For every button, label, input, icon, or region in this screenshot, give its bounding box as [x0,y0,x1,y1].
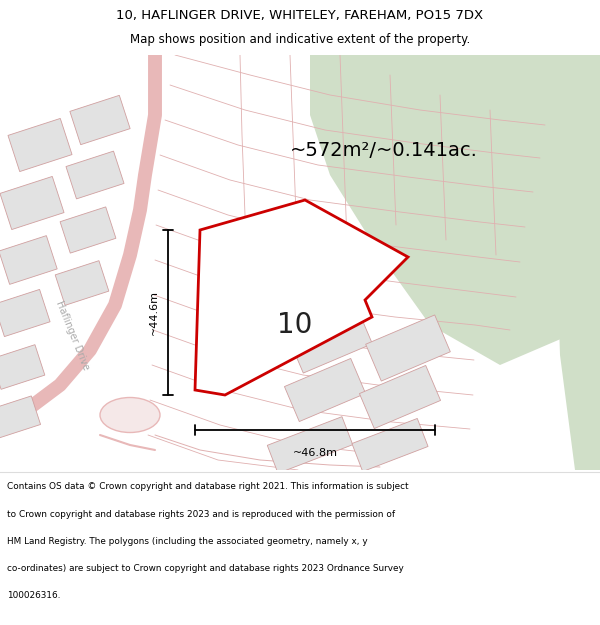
Text: 10: 10 [277,311,313,339]
Text: 100026316.: 100026316. [7,591,61,600]
Polygon shape [0,176,64,229]
Polygon shape [8,118,72,172]
Polygon shape [0,344,45,389]
Polygon shape [195,200,408,395]
Text: Map shows position and indicative extent of the property.: Map shows position and indicative extent… [130,33,470,46]
Polygon shape [60,207,116,253]
Polygon shape [55,261,109,306]
Polygon shape [352,419,428,471]
Polygon shape [0,236,57,284]
Polygon shape [267,417,353,473]
Polygon shape [359,366,440,429]
Text: ~46.8m: ~46.8m [293,448,337,458]
Text: co-ordinates) are subject to Crown copyright and database rights 2023 Ordnance S: co-ordinates) are subject to Crown copyr… [7,564,404,572]
Ellipse shape [100,398,160,432]
Polygon shape [287,307,373,373]
Polygon shape [310,55,600,365]
Text: ~572m²/~0.141ac.: ~572m²/~0.141ac. [290,141,478,159]
Text: HM Land Registry. The polygons (including the associated geometry, namely x, y: HM Land Registry. The polygons (includin… [7,537,368,546]
Polygon shape [0,289,50,337]
Polygon shape [66,151,124,199]
Text: ~44.6m: ~44.6m [149,290,159,335]
Polygon shape [0,396,41,438]
Text: Haflinger Drive: Haflinger Drive [53,299,91,371]
Text: to Crown copyright and database rights 2023 and is reproduced with the permissio: to Crown copyright and database rights 2… [7,509,395,519]
Text: 10, HAFLINGER DRIVE, WHITELEY, FAREHAM, PO15 7DX: 10, HAFLINGER DRIVE, WHITELEY, FAREHAM, … [116,9,484,22]
Polygon shape [365,315,451,381]
Text: Contains OS data © Crown copyright and database right 2021. This information is : Contains OS data © Crown copyright and d… [7,482,409,491]
Polygon shape [555,55,600,470]
Polygon shape [70,96,130,144]
Polygon shape [284,359,365,421]
